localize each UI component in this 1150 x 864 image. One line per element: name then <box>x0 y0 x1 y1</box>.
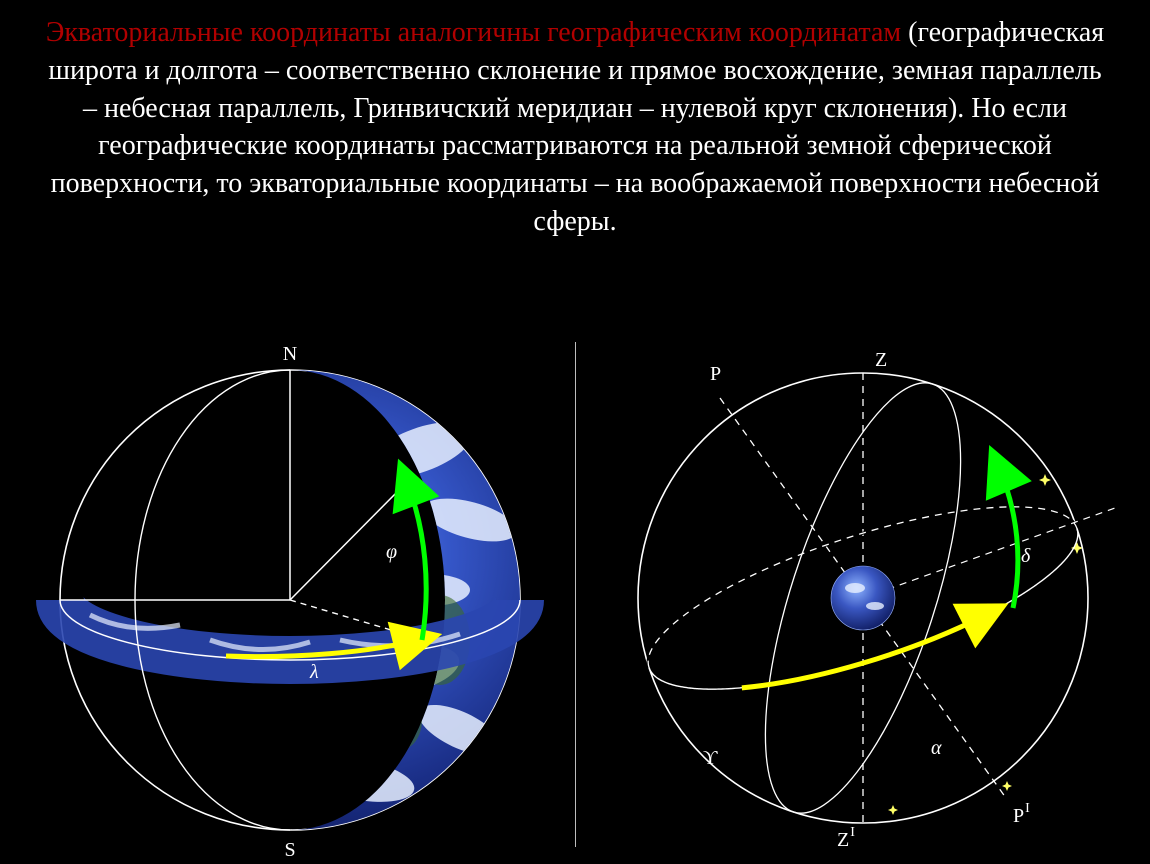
label-P: P <box>710 363 721 385</box>
declination-arc <box>999 468 1018 608</box>
label-N: N <box>283 343 297 365</box>
title-text: Экваториальные координаты аналогичны гео… <box>46 17 901 48</box>
text-block: Экваториальные координаты аналогичны гео… <box>40 14 1110 241</box>
label-alpha: α <box>931 737 942 759</box>
celestial-sphere-diagram: P Z ZI PI ϒ α δ <box>575 340 1150 860</box>
diagram-row: N S φ λ <box>0 340 1150 860</box>
center-earth <box>831 566 895 630</box>
earth-geographic-diagram: N S φ λ <box>0 340 575 860</box>
label-phi: φ <box>386 541 397 563</box>
label-Zp: ZI <box>837 825 855 851</box>
slide: Экваториальные координаты аналогичны гео… <box>0 0 1150 864</box>
label-Z: Z <box>875 349 887 371</box>
latitude-arc <box>407 482 426 640</box>
label-S: S <box>284 839 295 860</box>
earth-svg: N S φ λ <box>0 340 575 860</box>
celestial-svg: P Z ZI PI ϒ α δ <box>575 340 1150 860</box>
label-lambda: λ <box>309 661 319 683</box>
label-Pp: PI <box>1013 801 1030 827</box>
radius-equator-dashed <box>290 600 418 638</box>
label-delta: δ <box>1021 545 1031 567</box>
body-text: (географическая широта и долгота – соотв… <box>48 17 1104 237</box>
label-gamma: ϒ <box>703 747 718 769</box>
